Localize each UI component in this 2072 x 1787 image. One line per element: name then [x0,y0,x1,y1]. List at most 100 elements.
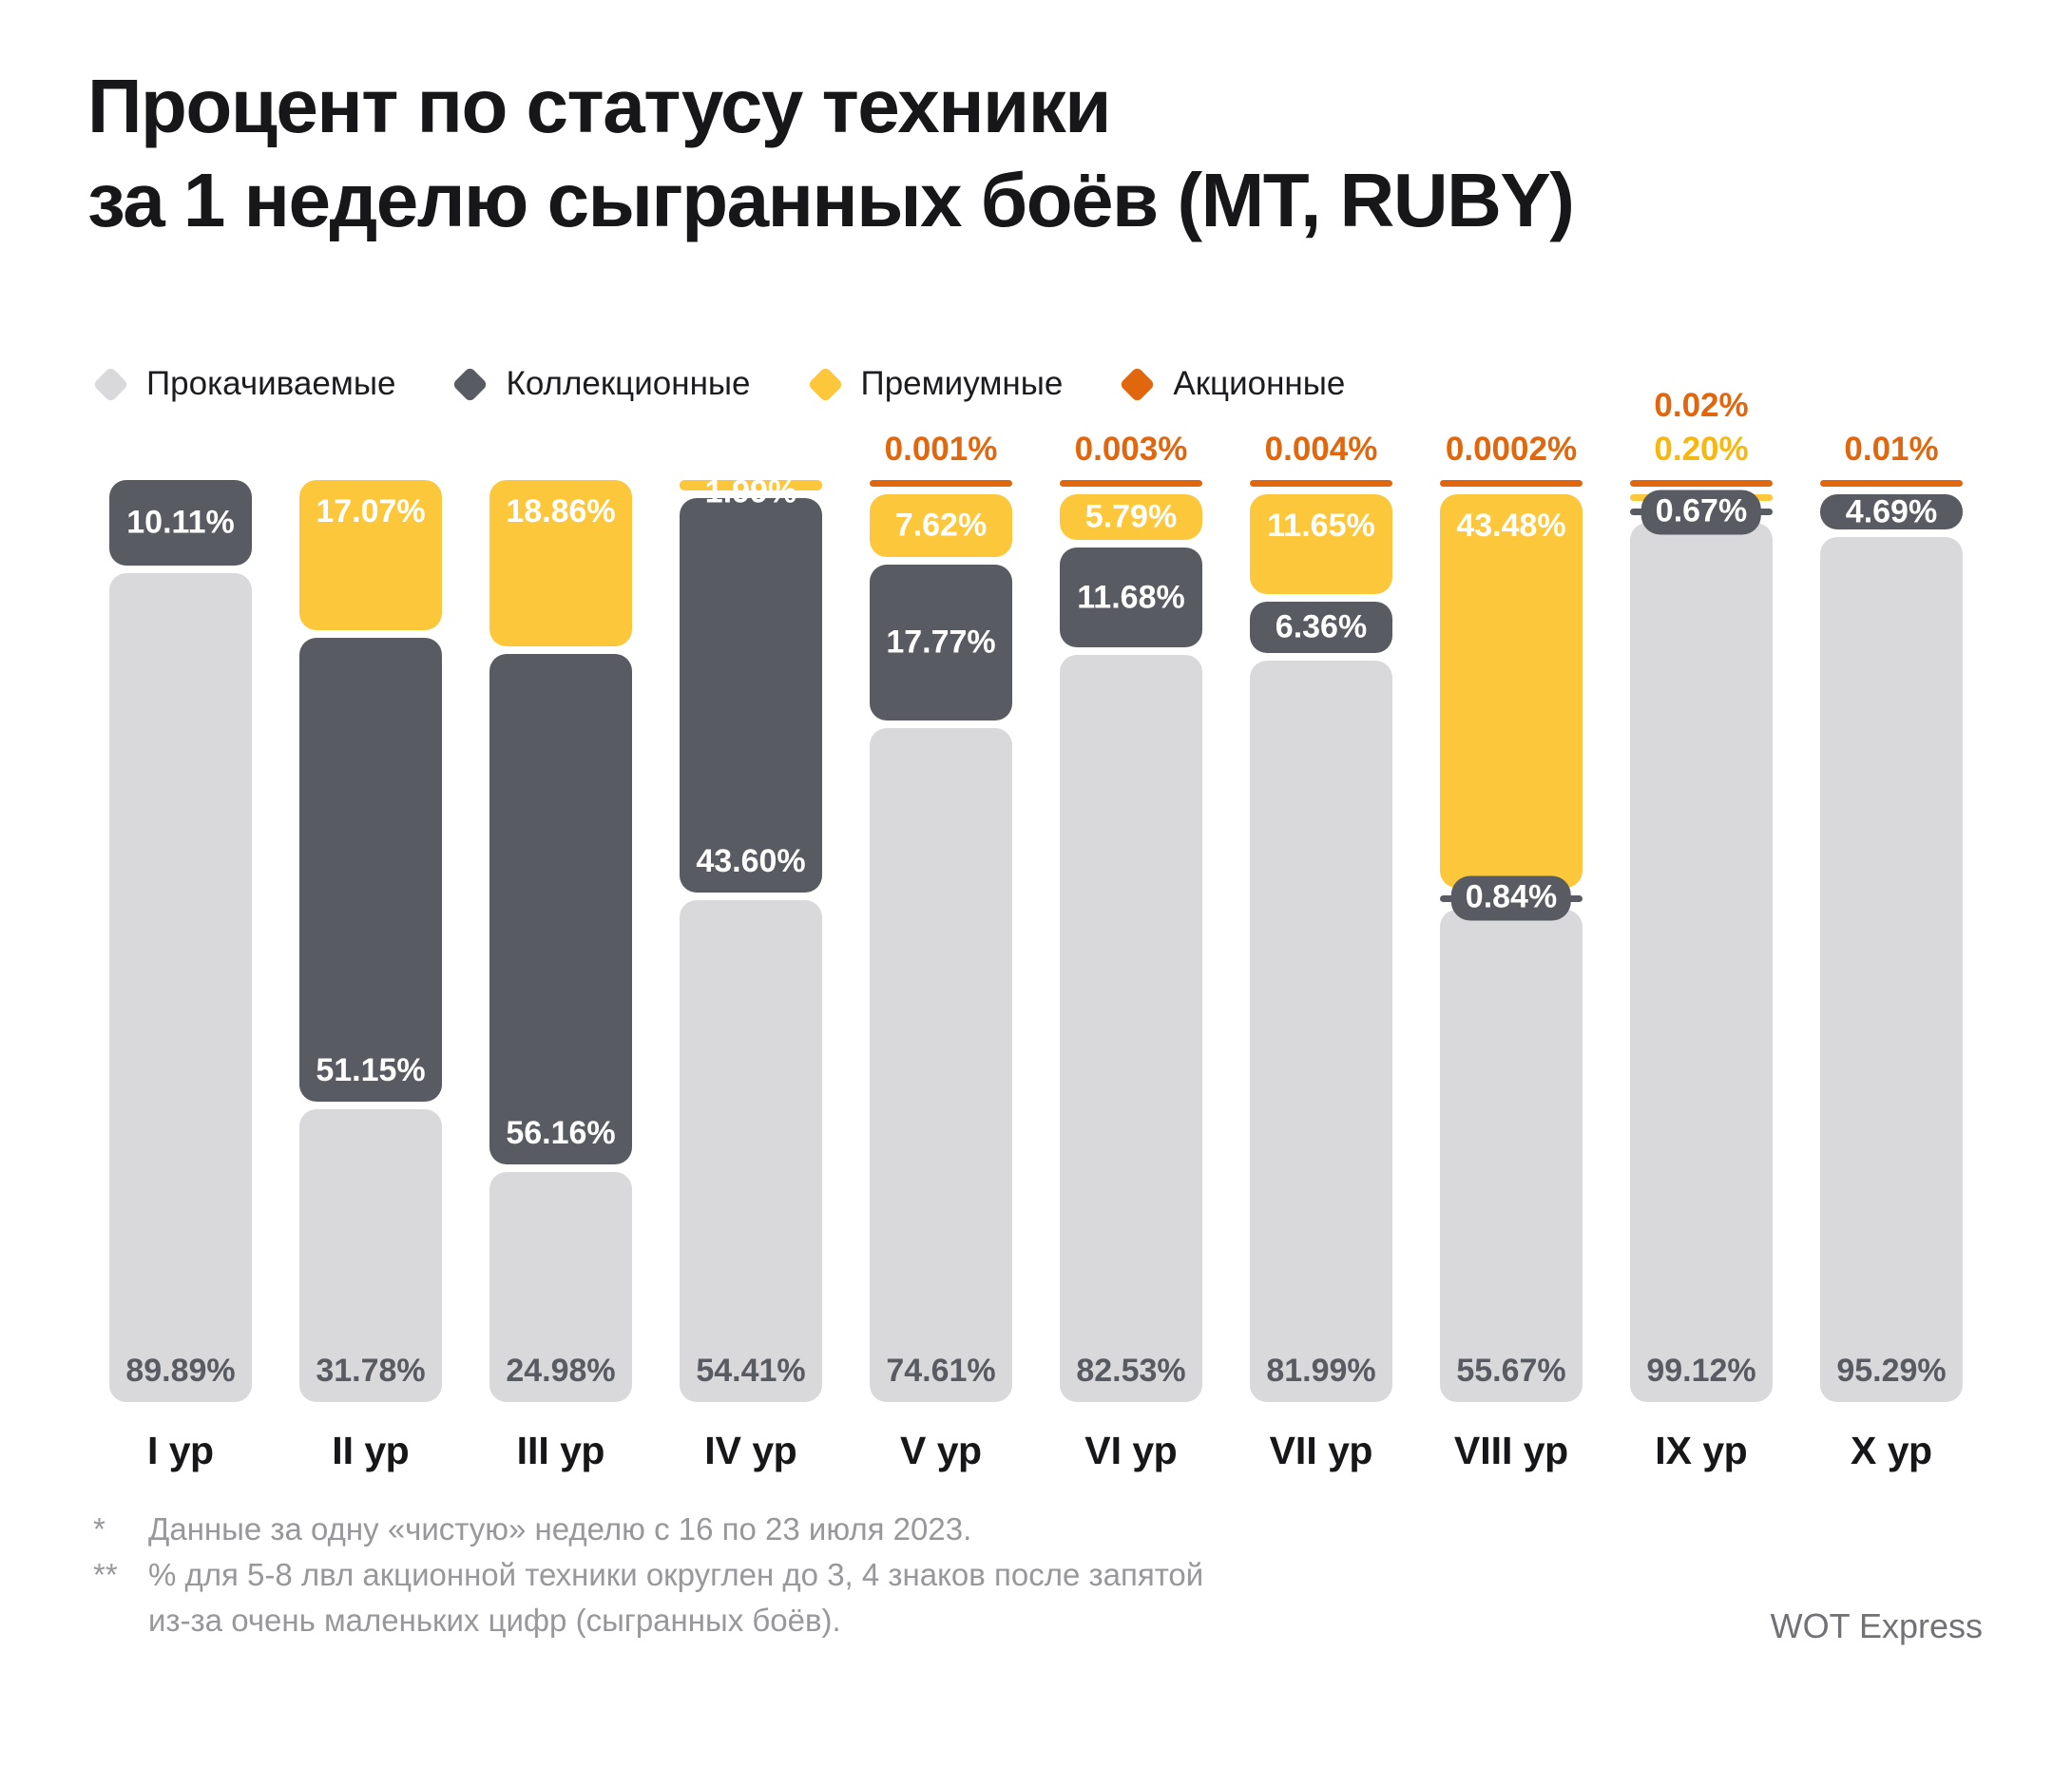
segment-collection: 51.15% [299,637,442,1102]
segment-value-label: 11.65% [1267,508,1375,544]
segment-collection: 10.11% [109,480,252,567]
segment-value-label: 10.11% [126,504,235,541]
segment-premium: 11.65% [1250,494,1392,594]
x-axis-label-tier-1: I ур [146,1429,215,1472]
segment-collection: 0.67% [1630,490,1773,534]
segment-research: 99.12% [1630,523,1773,1402]
legend-promo-diamond-icon [1119,365,1156,403]
footnotes: * Данные за одну «чистую» неделю с 16 по… [93,1507,1203,1643]
segment-premium: 17.07% [299,480,442,630]
segment-value-label: 95.29% [1836,1352,1947,1389]
legend-item-research: Прокачиваемые [92,365,396,403]
above-bar-labels-tier-5: 0.001% [841,428,1041,471]
segment-value-label: 81.99% [1266,1352,1376,1389]
segment-promo [1820,480,1963,487]
segment-promo [870,480,1012,487]
segment-value-label: 1.99% [704,473,797,510]
page-title-line-2: за 1 неделю сыгранных боёв (МТ, RUBY) [87,158,1575,243]
segment-value-label: 11.68% [1077,579,1185,616]
above-label-promo: 0.02% [1654,387,1749,424]
above-label-promo: 0.004% [1264,431,1378,468]
segment-collection: 43.60% [680,498,822,894]
x-axis-label-tier-9: IX ур [1655,1429,1748,1472]
segment-value-label: 0.67% [1640,490,1762,534]
segment-research: 74.61% [870,728,1012,1402]
segment-value-label: 55.67% [1456,1352,1566,1389]
bar-column-tier-4: 1.99% 43.60% 54.41% IV ур [680,474,822,1472]
segment-premium: 43.48% [1440,494,1583,888]
segment-research: 82.53% [1060,655,1202,1402]
footnote-2-text: % для 5-8 лвл акционной техники округлен… [148,1552,1203,1643]
segment-research: 95.29% [1820,537,1963,1402]
above-bar-labels-tier-10: 0.01% [1792,428,1991,471]
segment-research: 54.41% [680,900,822,1402]
segment-value-label: 0.84% [1450,875,1572,921]
segment-promo [1630,480,1773,487]
chart-bars: 10.11% 89.89% I ур 17.07% 51.15% 31.78% II ур 1… [109,387,1963,1472]
segment-promo [1250,480,1392,487]
legend-item-collection: Коллекционные [451,365,751,403]
legend-label-research: Прокачиваемые [146,365,396,402]
segment-value-label: 5.79% [1084,498,1178,535]
legend-research-diamond-icon [92,365,129,403]
bar-column-tier-10: 0.01% 4.69% 95.29% X ур [1820,431,1963,1472]
legend-collection-diamond-icon [451,365,489,403]
segment-collection: 56.16% [489,653,632,1164]
legend-label-collection: Коллекционные [506,365,751,402]
above-bar-labels-tier-9: 0.02% 0.20% [1602,384,1801,471]
above-bar-labels-tier-7: 0.004% [1221,428,1421,471]
segment-value-label: 17.77% [886,624,996,661]
footnote-2-marker: ** [93,1557,118,1592]
page-title-line-1: Процент по статусу техники [87,64,1111,148]
above-label-premium: 0.20% [1654,431,1749,468]
segment-collection: 6.36% [1250,602,1392,653]
segment-value-label: 17.07% [316,493,426,529]
bar-column-tier-7: 0.004% 11.65% 6.36% 81.99% VII ур [1250,431,1392,1472]
credit-wot-express: WOT Express [1770,1606,1983,1645]
legend-premium-diamond-icon [806,365,844,403]
segment-value-label: 51.15% [316,1051,426,1088]
above-bar-labels-tier-6: 0.003% [1031,428,1231,471]
page-title: Процент по статусу техники за 1 неделю с… [87,59,1575,247]
segment-value-label: 89.89% [125,1352,236,1389]
segment-value-label: 82.53% [1076,1352,1186,1389]
segment-value-label: 24.98% [506,1352,616,1389]
segment-research: 89.89% [109,573,252,1402]
segment-research: 31.78% [299,1108,442,1402]
footnote-2: ** % для 5-8 лвл акционной техники округ… [93,1552,1203,1643]
footnote-1-text: Данные за одну «чистую» неделю с 16 по 2… [148,1511,972,1547]
segment-value-label: 43.60% [696,843,806,880]
segment-premium: 7.62% [870,494,1012,557]
segment-research: 55.67% [1440,909,1583,1402]
segment-promo [1060,480,1202,487]
segment-value-label: 6.36% [1275,608,1368,645]
x-axis-label-tier-8: VIII ур [1453,1429,1569,1472]
above-label-promo: 0.003% [1074,431,1188,468]
above-label-promo: 0.0002% [1445,431,1578,468]
segment-collection: 4.69% [1820,493,1963,530]
segment-value-label: 99.12% [1646,1353,1756,1389]
legend-item-premium: Премиумные [806,365,1063,403]
segment-research: 24.98% [489,1171,632,1402]
x-axis-label-tier-4: IV ур [704,1429,797,1472]
segment-collection: 11.68% [1060,548,1202,648]
bar-column-tier-8: 0.0002% 43.48% 0.84% 55.67% VIII ур [1440,431,1583,1472]
footnote-1-marker: * [93,1511,106,1547]
segment-value-label: 74.61% [886,1352,996,1389]
footnote-2-text-line-2: из-за очень маленьких цифр (сыгранных бо… [148,1603,841,1638]
x-axis-label-tier-2: II ур [332,1429,410,1472]
bar-column-tier-3: 18.86% 56.16% 24.98% III ур [489,480,632,1472]
x-axis-label-tier-10: X ур [1850,1429,1933,1472]
segment-value-label: 18.86% [506,493,616,529]
above-label-promo: 0.01% [1844,431,1939,468]
segment-collection: 0.84% [1440,875,1583,921]
bar-column-tier-5: 0.001% 7.62% 17.77% 74.61% V ур [870,431,1012,1472]
segment-value-label: 54.41% [696,1352,806,1389]
segment-value-label: 56.16% [506,1114,616,1151]
x-axis-label-tier-7: VII ур [1269,1429,1373,1472]
x-axis-label-tier-6: VI ур [1084,1429,1178,1472]
bar-column-tier-2: 17.07% 51.15% 31.78% II ур [299,480,442,1472]
x-axis-label-tier-5: V ур [899,1429,983,1472]
above-bar-labels-tier-8: 0.0002% [1411,428,1611,471]
segment-premium: 5.79% [1060,494,1202,541]
